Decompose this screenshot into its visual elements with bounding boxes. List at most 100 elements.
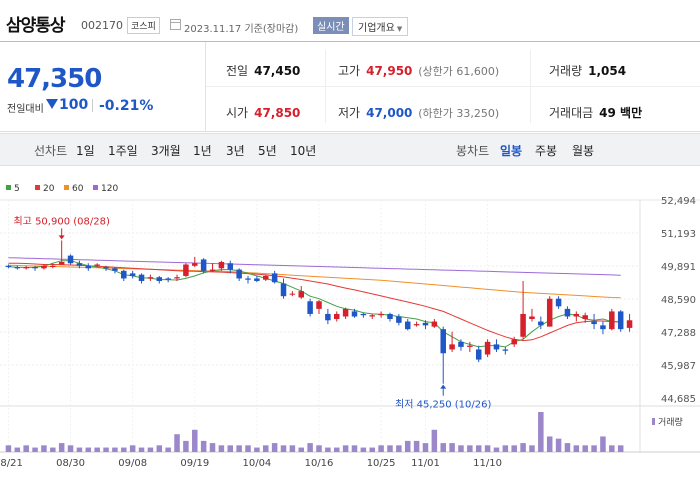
tab-3m[interactable]: 3개월 <box>151 144 181 158</box>
candle-body <box>245 278 251 280</box>
x-tick-label: 09/08 <box>118 458 147 469</box>
volume-bar <box>227 445 234 452</box>
high-annotation: 최고 50,900 (08/28) <box>13 215 109 227</box>
candle-body <box>227 263 234 270</box>
candle-body <box>67 255 74 264</box>
candle-body <box>298 291 305 298</box>
candle-body <box>218 261 225 269</box>
candle-body <box>263 275 269 280</box>
candle-body <box>467 345 473 347</box>
volume-bar <box>617 445 624 452</box>
volume-bar <box>502 445 509 452</box>
candle-body <box>121 270 127 279</box>
candle-chart-label: 봉차트 <box>456 144 490 158</box>
candle-body <box>617 311 624 330</box>
candle-body <box>254 278 260 281</box>
volume-bar <box>41 445 47 452</box>
x-tick-label: 09/19 <box>180 458 209 469</box>
volume-bar <box>458 445 464 452</box>
volume-bar <box>316 445 322 452</box>
x-tick-label: 11/01 <box>411 458 440 469</box>
high-price: 고가 47,950 (상한가 61,600) <box>338 64 500 78</box>
market-badge: 코스피 <box>127 17 160 34</box>
volume-bar <box>484 445 491 452</box>
candle-body <box>289 293 296 295</box>
tab-monthly[interactable]: 월봉 <box>572 144 595 158</box>
volume-bar <box>138 447 145 452</box>
candle-body <box>50 265 56 268</box>
candle-body <box>600 325 606 330</box>
volume-bar <box>218 445 225 452</box>
line-chart-label: 선차트 <box>34 144 68 158</box>
volume-bar <box>538 412 544 452</box>
volume-bar <box>591 445 597 452</box>
prev-close: 전일 47,450 <box>226 64 301 78</box>
volume-bar <box>147 447 154 452</box>
volume-bar <box>5 445 12 452</box>
candle-body <box>280 283 287 297</box>
candle-body <box>520 313 526 337</box>
x-tick-label: 11/10 <box>473 458 502 469</box>
candle-body <box>573 313 580 317</box>
volume-bar <box>555 438 562 452</box>
volume-bar <box>387 445 393 452</box>
volume-bar <box>342 445 349 452</box>
realtime-button[interactable]: 실시간 <box>313 17 349 34</box>
stock-code: 002170 <box>81 19 123 32</box>
candle-body <box>609 311 615 330</box>
volume-legend-label: 거래량 <box>658 416 683 428</box>
x-tick-label: 08/30 <box>56 458 85 469</box>
volume-bar <box>85 447 92 452</box>
legend-label: 120 <box>101 184 118 194</box>
volume-bar <box>236 445 242 452</box>
tab-daily[interactable]: 일봉 <box>500 144 523 158</box>
x-tick-label: 10/04 <box>242 458 271 469</box>
volume-bar <box>475 445 482 452</box>
candle-body <box>431 321 438 327</box>
tab-1w[interactable]: 1주일 <box>108 144 138 158</box>
tab-10y[interactable]: 10년 <box>290 144 317 158</box>
y-tick-label: 47,288 <box>661 328 696 339</box>
volume-legend-swatch <box>652 418 655 425</box>
change-label: 전일대비 <box>7 104 44 115</box>
price-summary: 47,350 전일대비 100 -0.21% 전일 47,450 고가 47,950… <box>0 41 700 132</box>
volume-bar <box>493 447 500 452</box>
candle-body <box>41 265 47 269</box>
x-tick-label: 08/21 <box>0 458 23 469</box>
volume-bar <box>94 447 100 452</box>
tab-1y[interactable]: 1년 <box>193 144 212 158</box>
volume-bar <box>467 445 473 452</box>
candle-body <box>360 313 367 316</box>
tab-3y[interactable]: 3년 <box>226 144 245 158</box>
volume-bar <box>378 445 384 452</box>
candle-body <box>192 263 198 266</box>
candle-body <box>404 321 411 330</box>
tab-1d[interactable]: 1일 <box>76 144 95 158</box>
candle-body <box>103 267 109 269</box>
candle-body <box>387 313 393 320</box>
candle-body <box>449 344 455 350</box>
volume-bar <box>50 447 56 452</box>
candle-body <box>271 273 278 283</box>
candle-body <box>112 268 118 271</box>
ma120-line <box>8 257 621 276</box>
company-overview-dropdown[interactable]: 기업개요 ▼ <box>352 17 409 36</box>
candle-body <box>538 321 544 326</box>
volume-bar <box>600 436 606 452</box>
candle-body <box>511 339 517 345</box>
calendar-icon <box>170 19 181 30</box>
volume-bar <box>529 445 535 452</box>
tab-weekly[interactable]: 주봉 <box>535 144 558 158</box>
y-tick-label: 51,193 <box>661 229 696 240</box>
volume-bar <box>112 447 118 452</box>
candle-body <box>147 277 154 279</box>
legend-swatch <box>64 185 69 190</box>
volume-bar <box>396 445 402 452</box>
candle-body <box>76 263 83 266</box>
ma20-line <box>8 262 621 342</box>
y-tick-label: 44,685 <box>661 394 696 405</box>
y-tick-label: 45,987 <box>661 361 696 372</box>
candle-body <box>440 329 446 354</box>
candle-body <box>94 264 100 266</box>
tab-5y[interactable]: 5년 <box>258 144 277 158</box>
